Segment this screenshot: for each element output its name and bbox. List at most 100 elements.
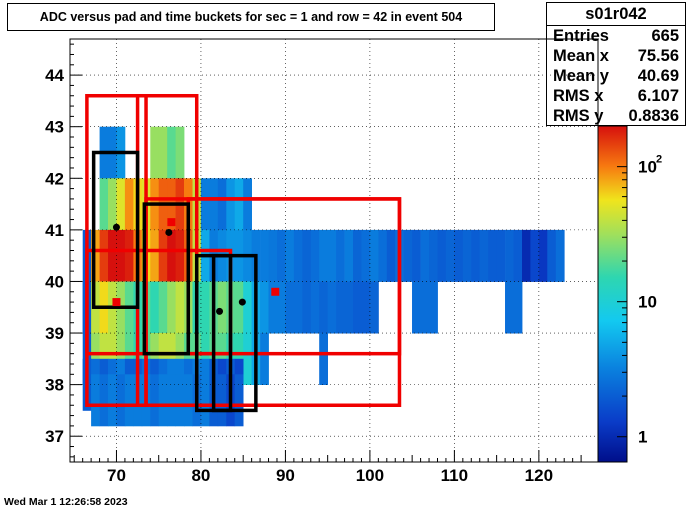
heatmap-cell <box>302 229 312 282</box>
cluster-overlays <box>85 93 402 413</box>
hit-marker-black <box>238 298 246 306</box>
heatmap-cell <box>108 374 117 427</box>
heatmap-cells <box>82 126 565 427</box>
stats-row-mean-x: Mean x 75.56 <box>547 46 685 66</box>
heatmap-cell <box>99 178 109 231</box>
stats-value: 40.69 <box>637 67 679 85</box>
x-tick-label: 120 <box>525 466 553 485</box>
heatmap-cell <box>91 374 100 427</box>
heatmap-cell <box>462 229 472 282</box>
cluster-box-black <box>211 253 258 413</box>
heatmap-cell <box>513 229 523 282</box>
heatmap-cell <box>167 126 176 179</box>
chart-title: ADC versus pad and time buckets for sec … <box>7 3 495 31</box>
heatmap-cell <box>158 229 168 282</box>
heatmap-cell <box>234 178 244 231</box>
heatmap-cell <box>91 229 100 282</box>
heatmap-cell <box>285 281 295 334</box>
heatmap-cell <box>538 229 548 282</box>
heatmap-cell <box>310 229 320 282</box>
heatmap-cell <box>327 281 337 334</box>
heatmap-cell <box>234 281 244 334</box>
heatmap-cell <box>184 374 193 427</box>
heatmap-cell <box>260 333 269 385</box>
heatmap-cell <box>175 126 185 179</box>
heatmap-cell <box>234 374 244 427</box>
heatmap-cell <box>344 281 354 334</box>
x-tick-label: 70 <box>107 466 126 485</box>
stats-row-rms-x: RMS x 6.107 <box>547 86 685 106</box>
heatmap-cell <box>175 374 185 427</box>
stats-key: Mean y <box>553 67 609 85</box>
heatmap-cell <box>116 229 126 282</box>
heatmap-cell <box>403 229 413 282</box>
stats-row-entries: Entries 665 <box>547 26 685 46</box>
heatmap-cell <box>200 281 210 334</box>
heatmap-cell <box>319 281 328 334</box>
heatmap-cell <box>522 229 531 282</box>
heatmap-cell <box>479 229 489 282</box>
heatmap-cell <box>412 281 421 334</box>
heatmap-cell <box>108 178 117 231</box>
heatmap-cell <box>167 374 176 427</box>
heatmap-cell <box>496 229 506 282</box>
heatmap-cell <box>293 281 303 334</box>
cluster-box-black <box>91 150 140 309</box>
stats-value: 665 <box>651 27 679 45</box>
heatmap-cell <box>513 281 523 334</box>
heatmap-cell <box>429 229 438 282</box>
palette-tick-label: 10 <box>638 293 657 312</box>
heatmap-cell <box>150 126 160 179</box>
heatmap-cell <box>285 229 295 282</box>
heatmap-cell <box>319 333 328 385</box>
y-tick-label: 38 <box>45 376 64 395</box>
heatmap-cell <box>260 229 269 282</box>
heatmap-cell <box>99 229 109 282</box>
y-tick-label: 40 <box>45 272 64 291</box>
stats-key: RMS y <box>553 107 604 125</box>
hit-marker-black <box>216 307 224 315</box>
x-tick-label: 90 <box>276 466 295 485</box>
heatmap-cell <box>319 229 328 282</box>
heatmap-cell <box>336 229 345 282</box>
x-tick-label: 110 <box>441 466 468 485</box>
palette-tick-label: 10 <box>638 158 657 177</box>
heatmap-cell <box>158 281 168 334</box>
heatmap-cell <box>361 229 371 282</box>
heatmap-cell <box>429 281 438 334</box>
stats-key: Mean x <box>553 47 609 65</box>
heatmap-cell <box>488 229 497 282</box>
palette-tick-exponent: 2 <box>656 154 662 166</box>
x-tick-label: 100 <box>356 466 384 485</box>
heatmap-cell <box>260 281 269 334</box>
heatmap-cell <box>175 281 185 334</box>
timestamp-footer: Wed Mar 1 12:26:58 2023 <box>4 496 128 508</box>
x-tick-label: 80 <box>191 466 210 485</box>
heatmap-cell <box>124 229 134 282</box>
heatmap-cell <box>437 229 447 282</box>
heatmap-cell <box>116 178 126 231</box>
heatmap-cell <box>226 178 236 231</box>
heatmap-cell <box>412 229 421 282</box>
hit-marker-black <box>165 228 173 236</box>
y-tick-label: 39 <box>45 324 64 343</box>
y-tick-label: 43 <box>45 118 64 137</box>
heatmap-cell <box>369 281 379 334</box>
heatmap-cell <box>200 374 210 427</box>
heatmap-cell <box>116 374 126 427</box>
heatmap-cell <box>124 374 134 427</box>
heatmap-cell <box>124 178 134 231</box>
heatmap-cell <box>353 229 362 282</box>
heatmap-cell <box>445 229 455 282</box>
stats-box: s01r042 Entries 665 Mean x 75.56 Mean y … <box>546 2 686 126</box>
heatmap-cell <box>420 229 430 282</box>
heatmap-cell <box>150 229 160 282</box>
heatmap-cell <box>302 281 312 334</box>
stats-value: 6.107 <box>637 87 679 105</box>
heatmap-cell <box>293 229 303 282</box>
heatmap-cell <box>268 281 278 334</box>
heatmap-cell <box>361 281 371 334</box>
heatmap-cell <box>530 229 540 282</box>
heatmap-cell <box>243 281 252 334</box>
